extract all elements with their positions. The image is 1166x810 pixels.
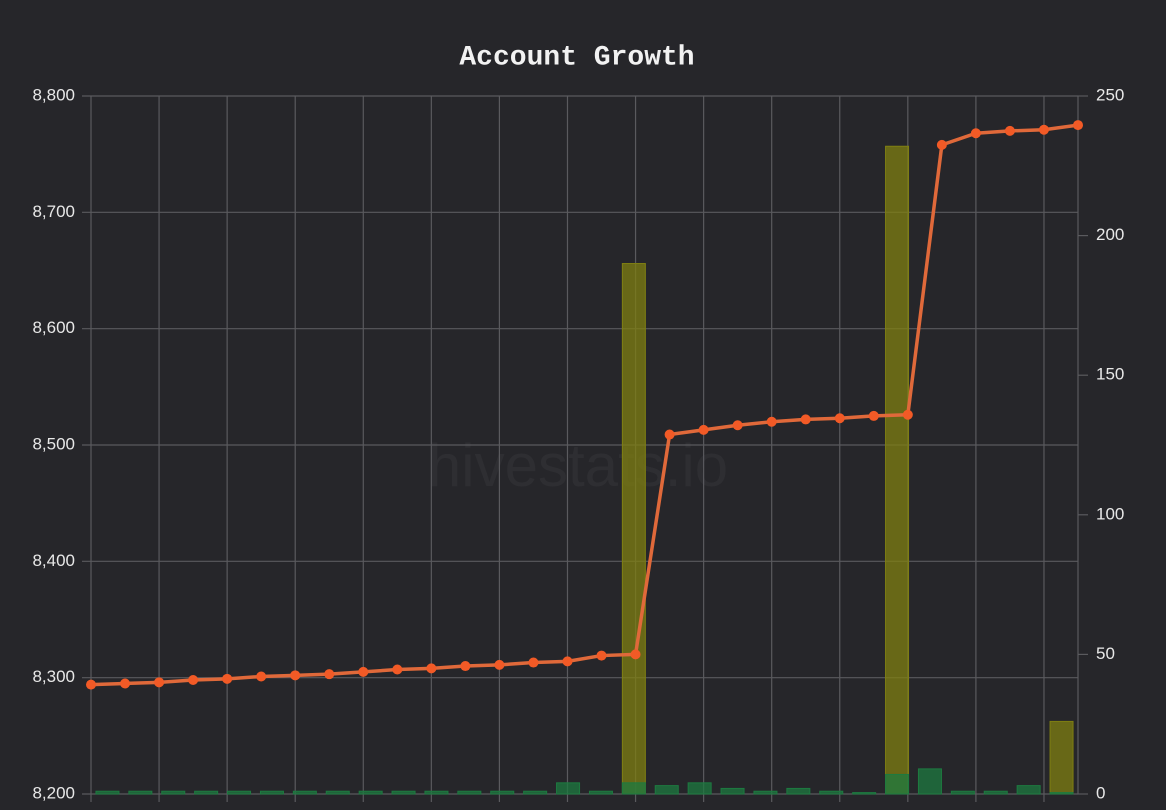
bar <box>950 790 975 795</box>
point <box>358 666 369 677</box>
bar <box>983 790 1008 795</box>
bar <box>621 263 646 795</box>
y-tick-label: 8,400 <box>32 551 75 570</box>
bar <box>523 790 548 795</box>
y-tick-label: 8,500 <box>32 434 75 453</box>
point <box>1073 120 1083 131</box>
y2-tick-label: 150 <box>1096 365 1124 384</box>
bar <box>161 790 186 795</box>
bar <box>885 773 910 795</box>
bar <box>128 790 153 795</box>
bar <box>621 782 646 795</box>
bar <box>654 785 679 795</box>
bar <box>1049 792 1074 795</box>
point <box>596 650 607 661</box>
y-tick-label: 8,200 <box>32 783 75 802</box>
bar <box>194 790 219 795</box>
y2-tick-label: 50 <box>1096 644 1115 663</box>
bar <box>786 787 811 795</box>
bar <box>325 790 350 795</box>
bar <box>227 790 252 795</box>
y2-tick-label: 100 <box>1096 504 1124 523</box>
bar <box>687 782 712 795</box>
y-tick-label: 8,800 <box>32 85 75 104</box>
point <box>698 424 709 435</box>
y2-tick-label: 250 <box>1096 85 1124 104</box>
bar <box>588 790 613 795</box>
point <box>664 429 675 440</box>
point <box>324 669 335 680</box>
point <box>936 139 947 150</box>
bar <box>358 790 383 795</box>
point <box>86 679 96 690</box>
bar <box>259 790 284 795</box>
bar <box>391 790 416 795</box>
point <box>800 414 811 425</box>
bar <box>1049 720 1074 795</box>
point <box>630 649 641 660</box>
point <box>222 673 233 684</box>
bar <box>1016 785 1041 795</box>
point <box>188 674 199 685</box>
bar <box>720 787 745 795</box>
point <box>1038 124 1049 135</box>
bar <box>556 782 581 795</box>
bar <box>457 790 482 795</box>
point <box>460 661 471 672</box>
bar <box>95 790 120 795</box>
point <box>290 670 301 681</box>
bar <box>424 790 449 795</box>
bar <box>852 792 877 795</box>
bar <box>292 790 317 795</box>
y2-tick-label: 0 <box>1096 783 1105 802</box>
point <box>120 678 131 689</box>
chart-title: Account Growth <box>459 42 694 73</box>
y-tick-label: 8,300 <box>32 667 75 686</box>
y2-tick-label: 200 <box>1096 225 1124 244</box>
point <box>766 416 777 427</box>
point <box>528 657 539 668</box>
point <box>732 420 743 431</box>
watermark: hivestats.io <box>428 432 728 499</box>
bar <box>753 790 778 795</box>
point <box>426 663 437 674</box>
point <box>902 409 913 420</box>
point <box>868 410 879 421</box>
bar <box>917 768 942 795</box>
point <box>834 413 845 424</box>
bar <box>819 790 844 795</box>
y-tick-label: 8,600 <box>32 318 75 337</box>
point <box>1004 125 1015 136</box>
point <box>256 671 267 682</box>
point <box>154 677 165 688</box>
point <box>392 664 403 675</box>
bar <box>490 790 515 795</box>
bar <box>885 145 910 795</box>
point <box>970 128 981 139</box>
point <box>494 659 505 670</box>
point <box>562 656 573 667</box>
line <box>90 123 1079 687</box>
y-tick-label: 8,700 <box>32 202 75 221</box>
